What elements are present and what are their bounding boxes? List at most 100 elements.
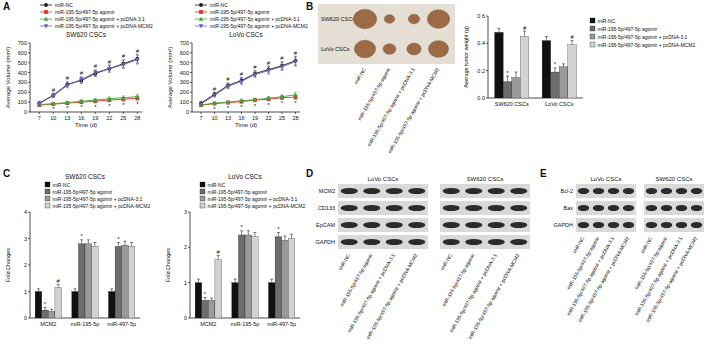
blot-strip — [338, 235, 428, 249]
lane-label: miR-195-5p/497-5p agomir + pcDNA-MCM2 — [386, 66, 440, 154]
row-label: SW620 CSCs — [321, 16, 355, 22]
band — [408, 205, 425, 211]
legend-label: miR-195-5p/497-5p agomir — [208, 189, 268, 195]
error-bar — [80, 100, 83, 103]
error-bar — [267, 66, 270, 73]
legend-label: miR-195-5p/497-5p agomir — [210, 9, 270, 15]
x-tick — [39, 112, 40, 114]
bar — [551, 72, 560, 98]
legend-swatch — [45, 189, 50, 194]
x-tick — [295, 112, 296, 114]
plot-data — [195, 231, 295, 318]
y-axis-label: Fold Changes — [5, 248, 11, 282]
lane-label: miR-195-5p/497-5p agomir + pcDNA-3.1 — [448, 252, 498, 333]
bar — [72, 292, 79, 319]
y-tick — [486, 16, 488, 17]
error-bar — [136, 95, 139, 99]
y-tick — [28, 102, 30, 103]
error-bar — [294, 92, 297, 97]
line-chart: miR-NCmiR-195-5p/497-5p agomirmiR-195-5p… — [167, 2, 308, 128]
significance-mark: # — [94, 63, 98, 69]
error-bar — [80, 240, 83, 244]
error-bar — [122, 60, 125, 68]
blot-title: SW620 CSCs — [655, 176, 692, 182]
legend-swatch — [590, 26, 595, 31]
tumor — [384, 15, 394, 24]
band — [646, 188, 657, 194]
x-tick — [137, 112, 138, 114]
error-bar — [267, 96, 270, 100]
bar — [268, 283, 275, 318]
bar — [503, 82, 512, 98]
legend-label: miR-195-5p/497-5p agomir + pcDNA-3.1 — [55, 16, 145, 22]
tumor — [407, 43, 421, 55]
y-tick-label: 0 — [24, 315, 27, 321]
bar-chart: miR-NCmiR-195-5p/497-5p agomirmiR-195-5p… — [463, 13, 695, 107]
lane-label: miR-195-5p/497-5p agomir + pcDNA-MCM2 — [467, 252, 521, 340]
legend-label: miR-195-5p/497-5p agomir + pcDNA-MCM2 — [208, 203, 306, 209]
band — [408, 188, 425, 194]
y-tick — [486, 43, 488, 44]
data-point — [239, 80, 243, 84]
band — [661, 205, 672, 211]
y-tick — [190, 82, 192, 83]
x-axis — [30, 112, 142, 113]
blot-strip — [338, 201, 428, 215]
legend-marker — [44, 17, 48, 21]
y-tick-label: 0 — [184, 315, 187, 321]
data-point — [121, 95, 125, 99]
blot-strip — [576, 218, 636, 232]
data-point — [239, 98, 243, 102]
series-line — [201, 61, 296, 103]
error-bar — [136, 55, 139, 64]
x-tick-label: 13 — [225, 115, 231, 121]
x-tick-label: 10 — [211, 115, 217, 121]
x-tick-label: 7 — [199, 115, 202, 121]
band — [408, 239, 425, 245]
data-point — [253, 73, 257, 77]
data-point — [65, 84, 69, 88]
bar — [215, 260, 222, 318]
error-bar — [52, 94, 55, 98]
legend-label: miR-NC — [598, 18, 616, 24]
bar — [568, 45, 577, 98]
x-tick — [282, 112, 283, 114]
row-label: EpCAM — [316, 222, 335, 228]
error-bar — [283, 236, 286, 240]
x-tick-label: 22 — [106, 115, 112, 121]
x-tick-label: MCM2 — [40, 321, 56, 327]
band — [386, 239, 403, 245]
y-tick — [190, 62, 192, 63]
error-bar — [197, 279, 200, 283]
band — [465, 222, 482, 228]
band — [386, 188, 403, 194]
significance-mark: # — [136, 48, 140, 54]
lane-label: miR-NC — [439, 252, 453, 271]
row-label: MCM2 — [319, 188, 335, 194]
plot-data — [495, 28, 577, 98]
x-tick — [241, 112, 242, 114]
y-tick — [28, 92, 30, 93]
error-bar — [117, 242, 120, 246]
x-tick-label: 10 — [50, 115, 56, 121]
y-tick — [190, 92, 192, 93]
error-bar — [227, 84, 230, 89]
band — [386, 205, 403, 211]
bar — [92, 246, 99, 318]
error-bar — [515, 72, 518, 77]
y-tick — [190, 72, 192, 73]
significance-mark: # — [213, 86, 217, 92]
error-bar — [57, 284, 60, 287]
significance-mark: # — [570, 34, 574, 40]
y-tick — [190, 52, 192, 53]
legend-label: miR-195-5p/497-5p agomir + pcDNA-MCM2 — [210, 23, 308, 29]
x-tick-label: MCM2 — [200, 321, 216, 327]
y-tick — [28, 291, 30, 292]
error-bar — [234, 279, 237, 283]
significance-mark: # — [66, 75, 70, 81]
western-blot: Bcl-2BaxGAPDHLoVo CSCsmiR-NCmiR-195-5p/4… — [553, 176, 704, 323]
y-tick-label: 3 — [24, 236, 27, 242]
legend-label: miR-195-5p/497-5p agomir + pcDNA-3.1 — [598, 34, 688, 40]
x-tick — [123, 112, 124, 114]
band — [623, 205, 634, 211]
